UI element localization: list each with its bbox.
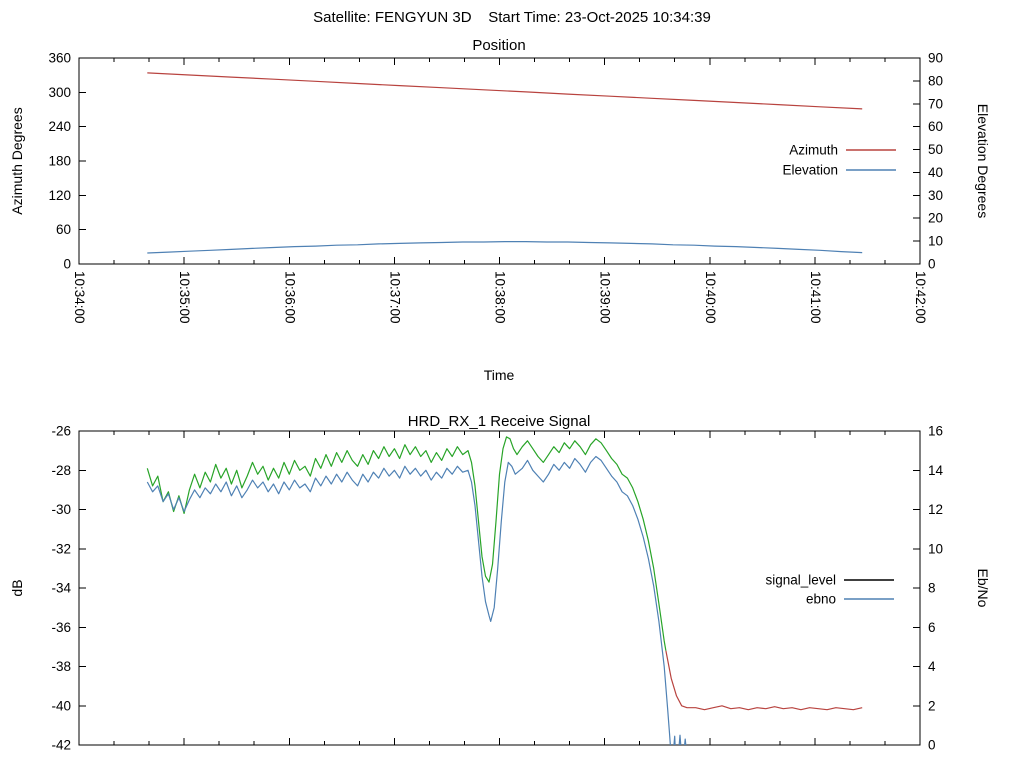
azimuth-axis-label: Azimuth Degrees — [9, 107, 25, 214]
tick-marks — [78, 57, 921, 265]
y-right-tick-label: 0 — [928, 738, 936, 753]
y-left-tick-label: -34 — [51, 581, 71, 596]
y-left-tick-label: -38 — [51, 659, 71, 674]
series-azimuth — [147, 72, 863, 110]
legend-entry-ebno: ebno — [806, 592, 894, 607]
y-right-tick-label: 80 — [928, 73, 943, 88]
position-chart: Position Azimuth Degrees Elevation Degre… — [9, 37, 991, 383]
y-right-tick-label: 6 — [928, 620, 936, 635]
y-right-tick-label: 30 — [928, 188, 943, 203]
y-right-tick-label: 50 — [928, 142, 943, 157]
series-ebno — [146, 455, 687, 745]
x-tick-label: 10:42:00 — [913, 271, 928, 324]
plot-border — [78, 57, 921, 265]
x-tick-label: 10:41:00 — [808, 271, 823, 324]
y-right-tick-label: 12 — [928, 502, 943, 517]
y-right-tick-label: 10 — [928, 541, 943, 556]
x-tick-label: 10:38:00 — [493, 271, 508, 324]
y-right-tick-label: 40 — [928, 165, 943, 180]
y-left-tick-label: 60 — [56, 222, 71, 237]
y-right-tick-label: 20 — [928, 211, 943, 226]
y-left-tick-label: 120 — [48, 188, 71, 203]
page-title: Satellite: FENGYUN 3D Start Time: 23-Oct… — [313, 9, 711, 26]
db-axis-label: dB — [9, 579, 25, 596]
receive-signal-chart-title: HRD_RX_1 Receive Signal — [408, 413, 591, 430]
y-right-tick-label: 10 — [928, 234, 943, 249]
y-right-tick-label: 14 — [928, 463, 944, 478]
x-tick-label: 10:37:00 — [387, 271, 402, 324]
y-right-tick-label: 8 — [928, 581, 936, 596]
time-axis-label: Time — [484, 367, 515, 383]
x-tick-label: 10:35:00 — [177, 271, 192, 324]
x-tick-label: 10:39:00 — [598, 271, 613, 324]
ebno-axis-label: Eb/No — [975, 569, 991, 608]
y-left-tick-label: 180 — [48, 154, 71, 169]
y-left-tick-label: -30 — [51, 502, 71, 517]
y-left-tick-label: 360 — [48, 51, 71, 66]
y-left-tick-label: 0 — [63, 257, 71, 272]
series-signal_level_locked — [146, 436, 667, 651]
y-right-tick-label: 2 — [928, 698, 936, 713]
y-right-tick-label: 60 — [928, 119, 943, 134]
legend-label: signal_level — [765, 573, 836, 588]
series-elevation — [147, 241, 863, 254]
x-tick-label: 10:34:00 — [72, 271, 87, 324]
receive-signal-chart: HRD_RX_1 Receive Signal dB Eb/No -42 -40 -… — [9, 413, 991, 753]
y-left-tick-label: -40 — [51, 698, 71, 713]
position-chart-title: Position — [472, 37, 525, 54]
tick-marks — [78, 430, 921, 746]
y-left-tick-label: 300 — [48, 85, 71, 100]
x-tick-label: 10:36:00 — [282, 271, 297, 324]
y-left-tick-label: -36 — [51, 620, 71, 635]
x-tick-label: 10:40:00 — [703, 271, 718, 324]
y-right-tick-label: 16 — [928, 424, 943, 439]
y-left-tick-label: -32 — [51, 541, 71, 556]
y-left-tick-label: 240 — [48, 119, 71, 134]
y-left-tick-label: -28 — [51, 463, 71, 478]
y-left-tick-label: -42 — [51, 738, 71, 753]
legend-label: Elevation — [782, 163, 838, 178]
legend-entry-elevation: Elevation — [782, 163, 896, 178]
legend-label: ebno — [806, 592, 836, 607]
y-right-tick-label: 0 — [928, 257, 936, 272]
y-right-tick-label: 90 — [928, 51, 943, 66]
legend-entry-signal_level: signal_level — [765, 573, 894, 588]
legend-label: Azimuth — [789, 143, 838, 158]
y-left-tick-label: -26 — [51, 424, 71, 439]
elevation-axis-label: Elevation Degrees — [975, 104, 991, 218]
y-right-tick-label: 70 — [928, 96, 943, 111]
y-right-tick-label: 4 — [928, 659, 936, 674]
series-signal_level_unlocked — [665, 650, 863, 711]
legend-entry-azimuth: Azimuth — [789, 143, 896, 158]
